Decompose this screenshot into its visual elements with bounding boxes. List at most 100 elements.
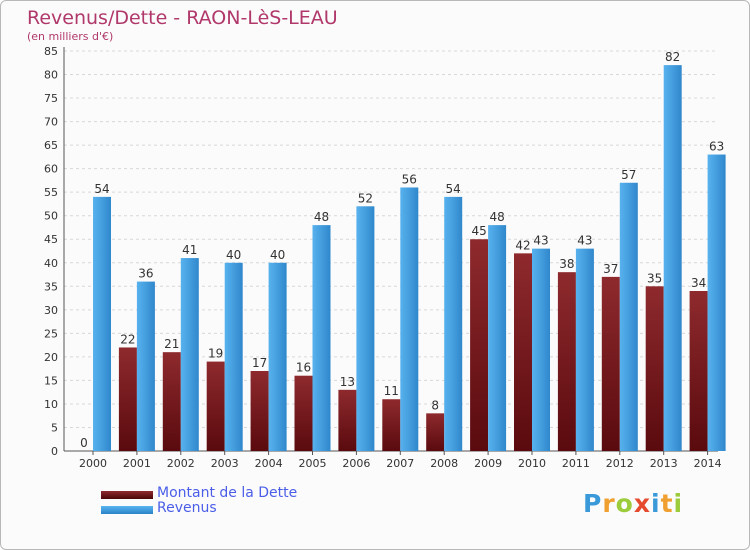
bar-revenus-2002 bbox=[180, 258, 199, 451]
data-label-dette: 35 bbox=[647, 271, 662, 285]
bar-dette-2006 bbox=[338, 389, 357, 451]
data-label-dette: 11 bbox=[384, 384, 399, 398]
data-label-dette: 19 bbox=[208, 347, 223, 361]
bar-revenus-2013 bbox=[663, 65, 682, 451]
y-tick-label: 55 bbox=[44, 186, 58, 199]
legend-swatch-revenus bbox=[101, 506, 153, 514]
x-tick-label: 2009 bbox=[474, 457, 502, 470]
bar-revenus-2004 bbox=[268, 262, 287, 451]
x-tick-label: 2005 bbox=[299, 457, 327, 470]
bar-dette-2009 bbox=[470, 239, 489, 451]
bar-revenus-2003 bbox=[224, 262, 243, 451]
y-tick-label: 85 bbox=[44, 45, 58, 58]
logo-letter: x bbox=[633, 489, 651, 518]
bar-revenus-2007 bbox=[400, 187, 419, 451]
data-label-revenus: 43 bbox=[577, 234, 592, 248]
logo-letter: P bbox=[583, 489, 603, 518]
bar-revenus-2010 bbox=[532, 248, 550, 451]
bar-revenus-2011 bbox=[575, 248, 594, 451]
data-label-dette: 21 bbox=[164, 337, 179, 351]
bar-dette-2014 bbox=[689, 291, 708, 451]
legend-label-dette: Montant de la Dette bbox=[157, 485, 298, 501]
y-tick-label: 40 bbox=[44, 257, 58, 270]
x-tick-label: 2011 bbox=[562, 457, 590, 470]
bar-revenus-2005 bbox=[312, 225, 331, 451]
x-tick-label: 2001 bbox=[123, 457, 151, 470]
data-label-dette: 0 bbox=[80, 436, 88, 450]
y-tick-label: 70 bbox=[44, 116, 58, 129]
x-tick-label: 2004 bbox=[255, 457, 283, 470]
logo-letter: r bbox=[602, 489, 616, 518]
data-label-revenus: 40 bbox=[226, 248, 241, 262]
data-label-revenus: 41 bbox=[182, 243, 197, 257]
x-tick-label: 2014 bbox=[694, 457, 722, 470]
proxiti-logo: Proxiti bbox=[583, 489, 683, 518]
legend-swatch-dette bbox=[101, 491, 153, 499]
bar-dette-2010 bbox=[514, 253, 532, 451]
bar-dette-2002 bbox=[162, 352, 181, 451]
bar-dette-2003 bbox=[206, 361, 225, 451]
data-label-revenus: 54 bbox=[446, 182, 461, 196]
y-tick-label: 5 bbox=[51, 421, 58, 434]
y-tick-label: 0 bbox=[51, 445, 58, 458]
chart-subtitle: (en milliers d'€) bbox=[27, 30, 114, 43]
y-tick-label: 60 bbox=[44, 163, 58, 176]
bar-revenus-2006 bbox=[356, 206, 375, 451]
bar-dette-2001 bbox=[118, 347, 137, 451]
x-tick-label: 2008 bbox=[430, 457, 458, 470]
bar-revenus-2000 bbox=[93, 196, 111, 451]
x-tick-label: 2002 bbox=[167, 457, 195, 470]
data-label-dette: 8 bbox=[431, 398, 439, 412]
data-label-dette: 37 bbox=[603, 262, 618, 276]
logo-letter: i bbox=[651, 489, 661, 518]
y-tick-label: 30 bbox=[44, 304, 58, 317]
logo-letter: o bbox=[615, 489, 634, 518]
x-tick-label: 2010 bbox=[518, 457, 546, 470]
data-label-revenus: 52 bbox=[358, 191, 373, 205]
data-label-dette: 42 bbox=[515, 238, 530, 252]
y-tick-label: 15 bbox=[44, 374, 58, 387]
chart-title: Revenus/Dette - RAON-LèS-LEAU bbox=[27, 7, 338, 29]
x-tick-label: 2013 bbox=[650, 457, 678, 470]
legend-label-revenus: Revenus bbox=[157, 500, 217, 516]
x-tick-label: 2003 bbox=[211, 457, 239, 470]
bar-dette-2007 bbox=[382, 399, 401, 451]
data-label-revenus: 40 bbox=[270, 248, 285, 262]
data-label-revenus: 63 bbox=[709, 140, 724, 154]
bar-revenus-2014 bbox=[707, 154, 726, 451]
bar-dette-2011 bbox=[557, 272, 576, 451]
data-label-dette: 22 bbox=[120, 332, 135, 346]
data-label-revenus: 48 bbox=[489, 210, 504, 224]
x-tick-label: 2007 bbox=[386, 457, 414, 470]
y-tick-label: 25 bbox=[44, 327, 58, 340]
data-label-revenus: 36 bbox=[138, 267, 153, 281]
y-tick-label: 20 bbox=[44, 351, 58, 364]
data-label-revenus: 82 bbox=[665, 50, 680, 64]
data-label-revenus: 43 bbox=[533, 234, 548, 248]
data-labels: 0542236214119401740164813521156854454842… bbox=[80, 50, 724, 450]
data-label-dette: 13 bbox=[340, 375, 355, 389]
bar-dette-2005 bbox=[294, 375, 313, 451]
bar-dette-2012 bbox=[601, 276, 620, 451]
bar-revenus-2001 bbox=[136, 281, 155, 451]
x-tick-label: 2000 bbox=[79, 457, 107, 470]
data-label-dette: 45 bbox=[471, 224, 486, 238]
data-label-dette: 38 bbox=[559, 257, 574, 271]
y-tick-label: 35 bbox=[44, 280, 58, 293]
bar-dette-2013 bbox=[645, 286, 664, 451]
data-label-dette: 16 bbox=[296, 361, 311, 375]
data-label-revenus: 57 bbox=[621, 168, 636, 182]
data-label-revenus: 54 bbox=[94, 182, 109, 196]
bar-revenus-2012 bbox=[619, 182, 638, 451]
x-tick-label: 2006 bbox=[342, 457, 370, 470]
bar-dette-2008 bbox=[426, 413, 445, 451]
bar-dette-2004 bbox=[250, 371, 269, 451]
y-tick-label: 80 bbox=[44, 69, 58, 82]
bar-revenus-2008 bbox=[444, 196, 463, 451]
y-tick-label: 10 bbox=[44, 398, 58, 411]
data-label-revenus: 56 bbox=[402, 172, 417, 186]
y-tick-label: 65 bbox=[44, 139, 58, 152]
x-tick-label: 2012 bbox=[606, 457, 634, 470]
